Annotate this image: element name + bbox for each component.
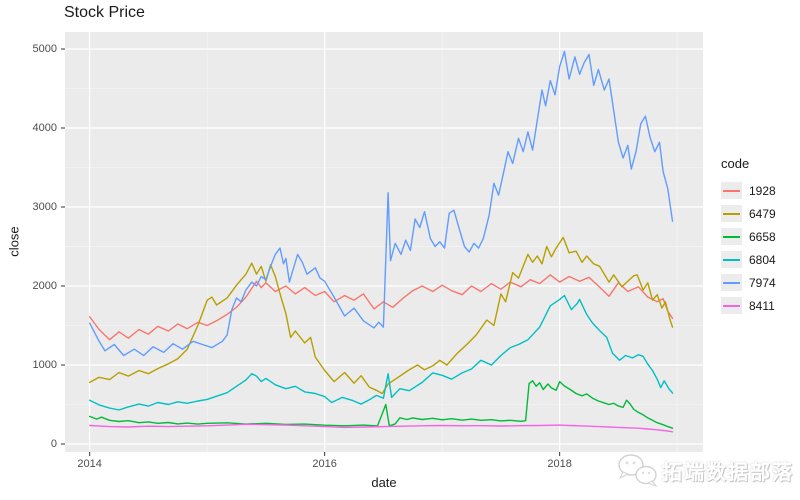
legend-key-swatch [721, 205, 742, 222]
series-line-7974 [88, 50, 674, 357]
legend-item-8411: 8411 [721, 294, 776, 317]
y-axis-tick-label: 5000 [32, 42, 57, 55]
x-axis-tick-label: 2014 [77, 458, 102, 470]
y-axis-tick-label: 2000 [32, 280, 57, 292]
legend-label: 1928 [749, 183, 776, 198]
y-axis-tick-label: 1000 [32, 359, 57, 371]
series-line-6804 [88, 294, 674, 411]
watermark: 拓端数据部落 [617, 453, 794, 487]
legend-label: 6804 [749, 252, 776, 267]
legend-item-1928: 1928 [721, 179, 776, 202]
legend-key-swatch [721, 274, 742, 291]
legend-key-swatch [721, 228, 742, 245]
legend-item-6804: 6804 [721, 248, 776, 271]
plot-panel [65, 32, 703, 452]
series-group [88, 50, 674, 433]
legend-label: 8411 [749, 298, 775, 313]
x-axis-title: date [371, 475, 397, 490]
legend-items: 1928 6479 6658 6804 7974 8411 [721, 179, 776, 317]
legend-title: code [721, 156, 750, 171]
series-line-8411 [88, 423, 674, 433]
chart-title: Stock Price [64, 4, 145, 21]
legend-item-6658: 6658 [721, 225, 776, 248]
x-axis-tick-label: 2018 [547, 458, 572, 470]
series-line-6658 [88, 380, 674, 429]
legend-item-7974: 7974 [721, 271, 776, 294]
legend-label: 7974 [749, 275, 776, 290]
legend-key-swatch [721, 182, 742, 199]
x-axis-tick-label: 2016 [312, 458, 337, 470]
watermark-text: 拓端数据部落 [662, 461, 794, 484]
legend-key-swatch [721, 297, 742, 314]
legend-label: 6658 [749, 229, 776, 244]
series-line-1928 [88, 274, 674, 341]
legend: code 1928 6479 6658 6804 7974 8411 [721, 156, 776, 317]
series-line-6479 [88, 236, 674, 395]
legend-label: 6479 [749, 206, 776, 221]
y-axis-tick-label: 3000 [32, 201, 57, 213]
legend-key-swatch [721, 251, 742, 268]
y-axis-tick-label: 4000 [32, 121, 57, 134]
legend-item-6479: 6479 [721, 202, 776, 225]
y-axis-tick-label: 0 [50, 438, 57, 451]
chat-bubbles-icon [618, 454, 658, 487]
